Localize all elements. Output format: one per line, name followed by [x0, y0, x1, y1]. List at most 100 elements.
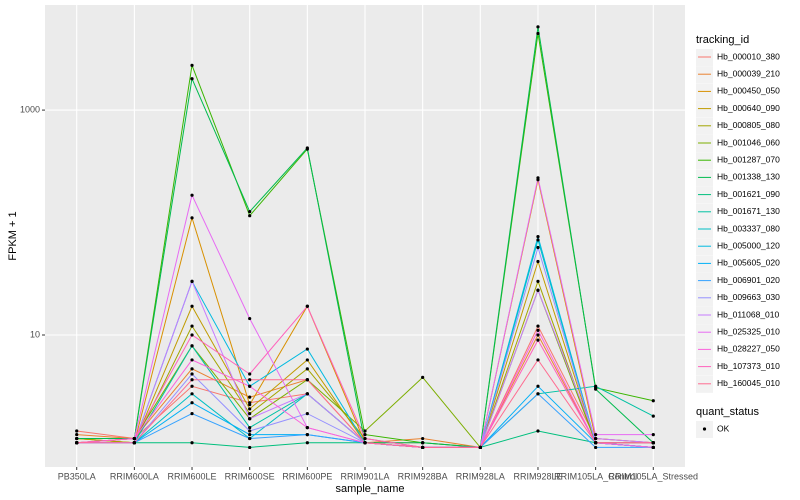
- point: [190, 392, 194, 396]
- legend-title: tracking_id: [696, 34, 749, 46]
- point: [363, 429, 367, 433]
- x-tick-label: RRIM928LE: [513, 471, 562, 481]
- point: [536, 338, 540, 342]
- legend-label: Hb_003337_080: [717, 223, 780, 233]
- point: [305, 347, 309, 351]
- y-axis-title: FPKM + 1: [7, 211, 19, 260]
- point: [536, 324, 540, 328]
- legend-label: Hb_028227_050: [717, 344, 780, 354]
- x-tick-label: RRIM600LE: [168, 471, 217, 481]
- point: [536, 31, 540, 36]
- point: [248, 436, 252, 441]
- point: [305, 392, 309, 396]
- legend-label: Hb_001621_090: [717, 189, 780, 199]
- x-tick-label: RRIM928BA: [398, 471, 448, 481]
- legend-label: Hb_000805_080: [717, 120, 780, 130]
- point: [132, 436, 136, 441]
- point: [305, 304, 309, 308]
- point: [536, 288, 540, 292]
- point: [305, 441, 309, 445]
- point: [536, 245, 540, 250]
- point: [190, 372, 194, 376]
- point: [594, 387, 598, 391]
- point: [190, 344, 194, 348]
- point: [536, 234, 540, 239]
- point: [594, 384, 598, 388]
- point: [305, 378, 309, 382]
- point: [190, 304, 194, 308]
- point: [248, 372, 252, 376]
- point: [248, 214, 252, 218]
- point: [248, 378, 252, 382]
- point: [190, 401, 194, 405]
- point: [478, 445, 482, 450]
- point: [363, 436, 367, 441]
- point: [190, 77, 194, 81]
- point: [651, 441, 655, 445]
- legend-label: Hb_001046_060: [717, 137, 780, 147]
- legend-label: Hb_000010_380: [717, 51, 780, 61]
- point: [248, 316, 252, 321]
- point: [305, 411, 309, 416]
- point: [536, 392, 540, 396]
- point: [651, 399, 655, 403]
- point: [536, 358, 540, 362]
- point: [190, 63, 194, 67]
- point: [363, 433, 367, 437]
- point: [132, 441, 136, 445]
- point: [248, 426, 252, 430]
- point: [421, 375, 425, 379]
- point: [190, 333, 194, 337]
- point: [305, 358, 309, 362]
- point: [536, 176, 540, 180]
- point: [536, 429, 540, 433]
- point: [248, 417, 252, 421]
- point: [248, 210, 252, 214]
- x-tick-label: RRIM105LA_Stressed: [609, 471, 699, 481]
- point: [651, 445, 655, 450]
- x-axis-title: sample_name: [335, 483, 404, 495]
- legend-label: Hb_000450_050: [717, 86, 780, 96]
- point: [190, 358, 194, 362]
- point: [536, 25, 540, 29]
- legend-label: Hb_005000_120: [717, 240, 780, 250]
- legend-label: Hb_000039_210: [717, 68, 780, 78]
- point: [190, 378, 194, 382]
- point: [248, 429, 252, 433]
- point: [248, 403, 252, 407]
- x-tick-label: RRIM600SE: [225, 471, 275, 481]
- point: [536, 328, 540, 332]
- point: [248, 384, 252, 388]
- legend-label: Hb_001671_130: [717, 206, 780, 216]
- point: [190, 411, 194, 416]
- legend-label: Hb_009663_030: [717, 292, 780, 302]
- point: [75, 436, 79, 441]
- point: [594, 441, 598, 445]
- legend-label: Hb_000640_090: [717, 103, 780, 113]
- point: [190, 324, 194, 328]
- legend-label: Hb_001287_070: [717, 154, 780, 164]
- point: [75, 429, 79, 433]
- x-tick-label: RRIM105LA_Control: [554, 471, 637, 481]
- point: [190, 441, 194, 445]
- y-tick-label: 1000: [20, 104, 40, 114]
- x-tick-label: RRIM901LA: [340, 471, 389, 481]
- point: [651, 414, 655, 418]
- x-tick-label: PB350LA: [58, 471, 96, 481]
- point: [248, 407, 252, 411]
- point: [536, 238, 540, 242]
- point: [248, 395, 252, 399]
- legend-label: Hb_107373_010: [717, 361, 780, 371]
- point: [363, 441, 367, 445]
- shape-legend-title: quant_status: [696, 406, 759, 418]
- point: [594, 433, 598, 437]
- point: [248, 411, 252, 416]
- point: [536, 279, 540, 283]
- x-tick-label: RRIM928LA: [456, 471, 505, 481]
- y-tick-label: 10: [30, 329, 40, 339]
- point: [190, 193, 194, 197]
- point: [536, 333, 540, 337]
- legend-label: Hb_001338_130: [717, 172, 780, 182]
- x-tick-label: RRIM600LA: [110, 471, 159, 481]
